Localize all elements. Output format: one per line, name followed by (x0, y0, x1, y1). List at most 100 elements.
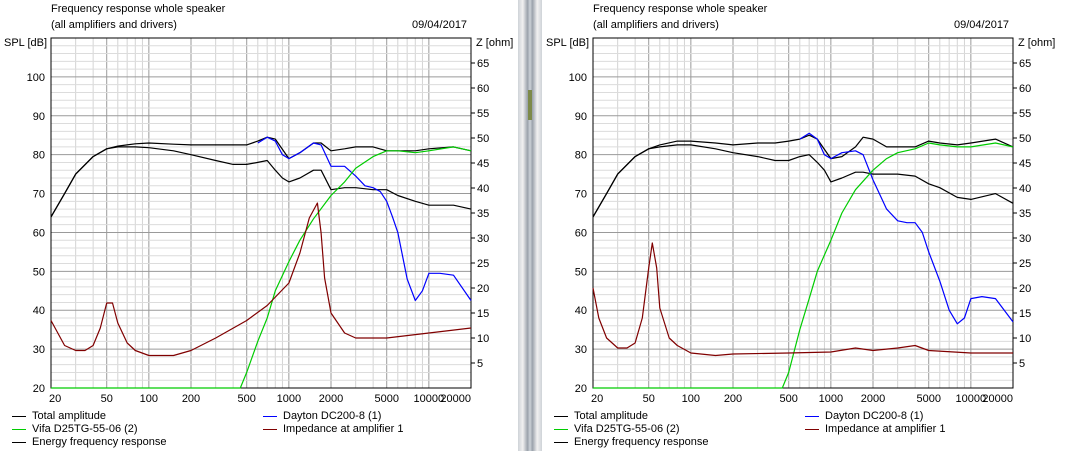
x-tick-label: 500 (780, 393, 798, 405)
y2-tick-label: 55 (1019, 108, 1031, 120)
series-line-impedance-at-amplifier-1 (50, 202, 472, 357)
y2-tick-label: 20 (477, 283, 489, 295)
splitter-grip-icon[interactable] (528, 90, 532, 120)
y-tick-label: 70 (575, 189, 587, 201)
legend-swatch-impedance (805, 429, 819, 430)
legend-label: Total amplitude (32, 410, 106, 422)
legend-swatch-impedance (263, 429, 277, 430)
x-tick-label: 50 (101, 393, 113, 405)
series-line-energy-frequency-response (592, 144, 1014, 218)
y2-tick-label: 15 (477, 308, 489, 320)
y-tick-label: 60 (33, 227, 45, 239)
y-tick-label: 20 (33, 383, 45, 395)
y2-tick-label: 30 (1019, 233, 1031, 245)
legend-swatch-vifa (12, 429, 26, 430)
y2-tick-label: 60 (477, 83, 489, 95)
y2-tick-label: 35 (1019, 208, 1031, 220)
legend-label: Vifa D25TG-55-06 (2) (32, 423, 138, 435)
y-tick-label: 100 (27, 72, 45, 84)
chart-panel-right: Frequency response whole speaker (all am… (542, 0, 1060, 451)
x-tick-label: 100 (682, 393, 700, 405)
legend-swatch-energy (554, 442, 568, 443)
y2-tick-label: 30 (477, 233, 489, 245)
x-tick-label: 2000 (319, 393, 343, 405)
y-tick-label: 60 (575, 227, 587, 239)
x-tick-label: 2000 (861, 393, 885, 405)
legend-label: Impedance at amplifier 1 (283, 423, 404, 435)
y2-tick-label: 25 (1019, 258, 1031, 270)
grid (592, 37, 1014, 389)
y2-tick-label: 65 (477, 58, 489, 70)
x-tick-label: 1000 (819, 393, 843, 405)
legend-label: Vifa D25TG-55-06 (2) (574, 423, 680, 435)
y-tick-label: 50 (33, 266, 45, 278)
y2-tick-label: 15 (1019, 308, 1031, 320)
chart-panel-left: Frequency response whole speaker (all am… (0, 0, 518, 451)
y-tick-label: 80 (575, 150, 587, 162)
y2-tick-label: 5 (1019, 358, 1025, 370)
series-line-vifa-d25tg-55-06-2 (51, 146, 472, 389)
series-group (50, 136, 472, 389)
window-splitter[interactable] (518, 0, 542, 451)
y-tick-label: 90 (33, 111, 45, 123)
y2-tick-label: 40 (477, 183, 489, 195)
x-tick-label: 20000 (440, 393, 471, 405)
y2-tick-label: 40 (1019, 183, 1031, 195)
y-tick-label: 40 (575, 305, 587, 317)
x-tick-label: 200 (724, 393, 742, 405)
chart-subtitle: (all amplifiers and drivers) (51, 19, 177, 31)
y-tick-label: 50 (575, 266, 587, 278)
y2-tick-label: 45 (1019, 158, 1031, 170)
y-tick-label: 100 (569, 72, 587, 84)
y2-tick-label: 50 (1019, 133, 1031, 145)
legend-swatch-total-amplitude (12, 416, 26, 417)
x-tick-label: 10000 (956, 393, 987, 405)
chart-subtitle: (all amplifiers and drivers) (593, 19, 719, 31)
legend-label: Total amplitude (574, 410, 648, 422)
x-tick-label: 5000 (374, 393, 398, 405)
plot-area (593, 38, 1013, 388)
series-line-impedance-at-amplifier-1 (592, 242, 1013, 357)
legend-swatch-dayton (805, 416, 819, 417)
y2-axis-label: Z [ohm] (476, 37, 514, 49)
y-tick-label: 20 (575, 383, 587, 395)
series-line-dayton-dc200-8-1 (799, 132, 1014, 325)
legend-label: Energy frequency response (32, 436, 167, 448)
y-axis-label: SPL [dB] (546, 37, 590, 49)
y2-tick-label: 20 (1019, 283, 1031, 295)
y2-tick-label: 45 (477, 158, 489, 170)
series-line-total-amplitude (592, 134, 1014, 218)
chart-title: Frequency response whole speaker (51, 3, 226, 15)
x-tick-label: 50 (643, 393, 655, 405)
x-tick-label: 5000 (916, 393, 940, 405)
y2-tick-label: 55 (477, 108, 489, 120)
series-line-energy-frequency-response (50, 146, 472, 218)
y2-tick-label: 10 (477, 333, 489, 345)
legend-swatch-vifa (554, 429, 568, 430)
chart-date: 09/04/2017 (412, 19, 468, 31)
legend-label: Dayton DC200-8 (1) (283, 410, 382, 422)
series-line-vifa-d25tg-55-06-2 (593, 142, 1014, 389)
x-tick-label: 500 (238, 393, 256, 405)
y2-tick-label: 65 (1019, 58, 1031, 70)
y-tick-label: 80 (33, 150, 45, 162)
series-line-dayton-dc200-8-1 (257, 136, 472, 302)
x-tick-label: 20 (49, 393, 61, 405)
chart-date: 09/04/2017 (954, 19, 1010, 31)
y-tick-label: 40 (33, 305, 45, 317)
legend-label: Energy frequency response (574, 436, 709, 448)
x-tick-label: 20 (591, 393, 603, 405)
x-tick-label: 20000 (982, 393, 1013, 405)
y2-tick-label: 5 (477, 358, 483, 370)
y2-tick-label: 25 (477, 258, 489, 270)
y2-tick-label: 50 (477, 133, 489, 145)
chart-title: Frequency response whole speaker (593, 3, 768, 15)
y-tick-label: 70 (33, 189, 45, 201)
x-tick-label: 1000 (277, 393, 301, 405)
x-tick-label: 100 (140, 393, 158, 405)
y2-tick-label: 60 (1019, 83, 1031, 95)
